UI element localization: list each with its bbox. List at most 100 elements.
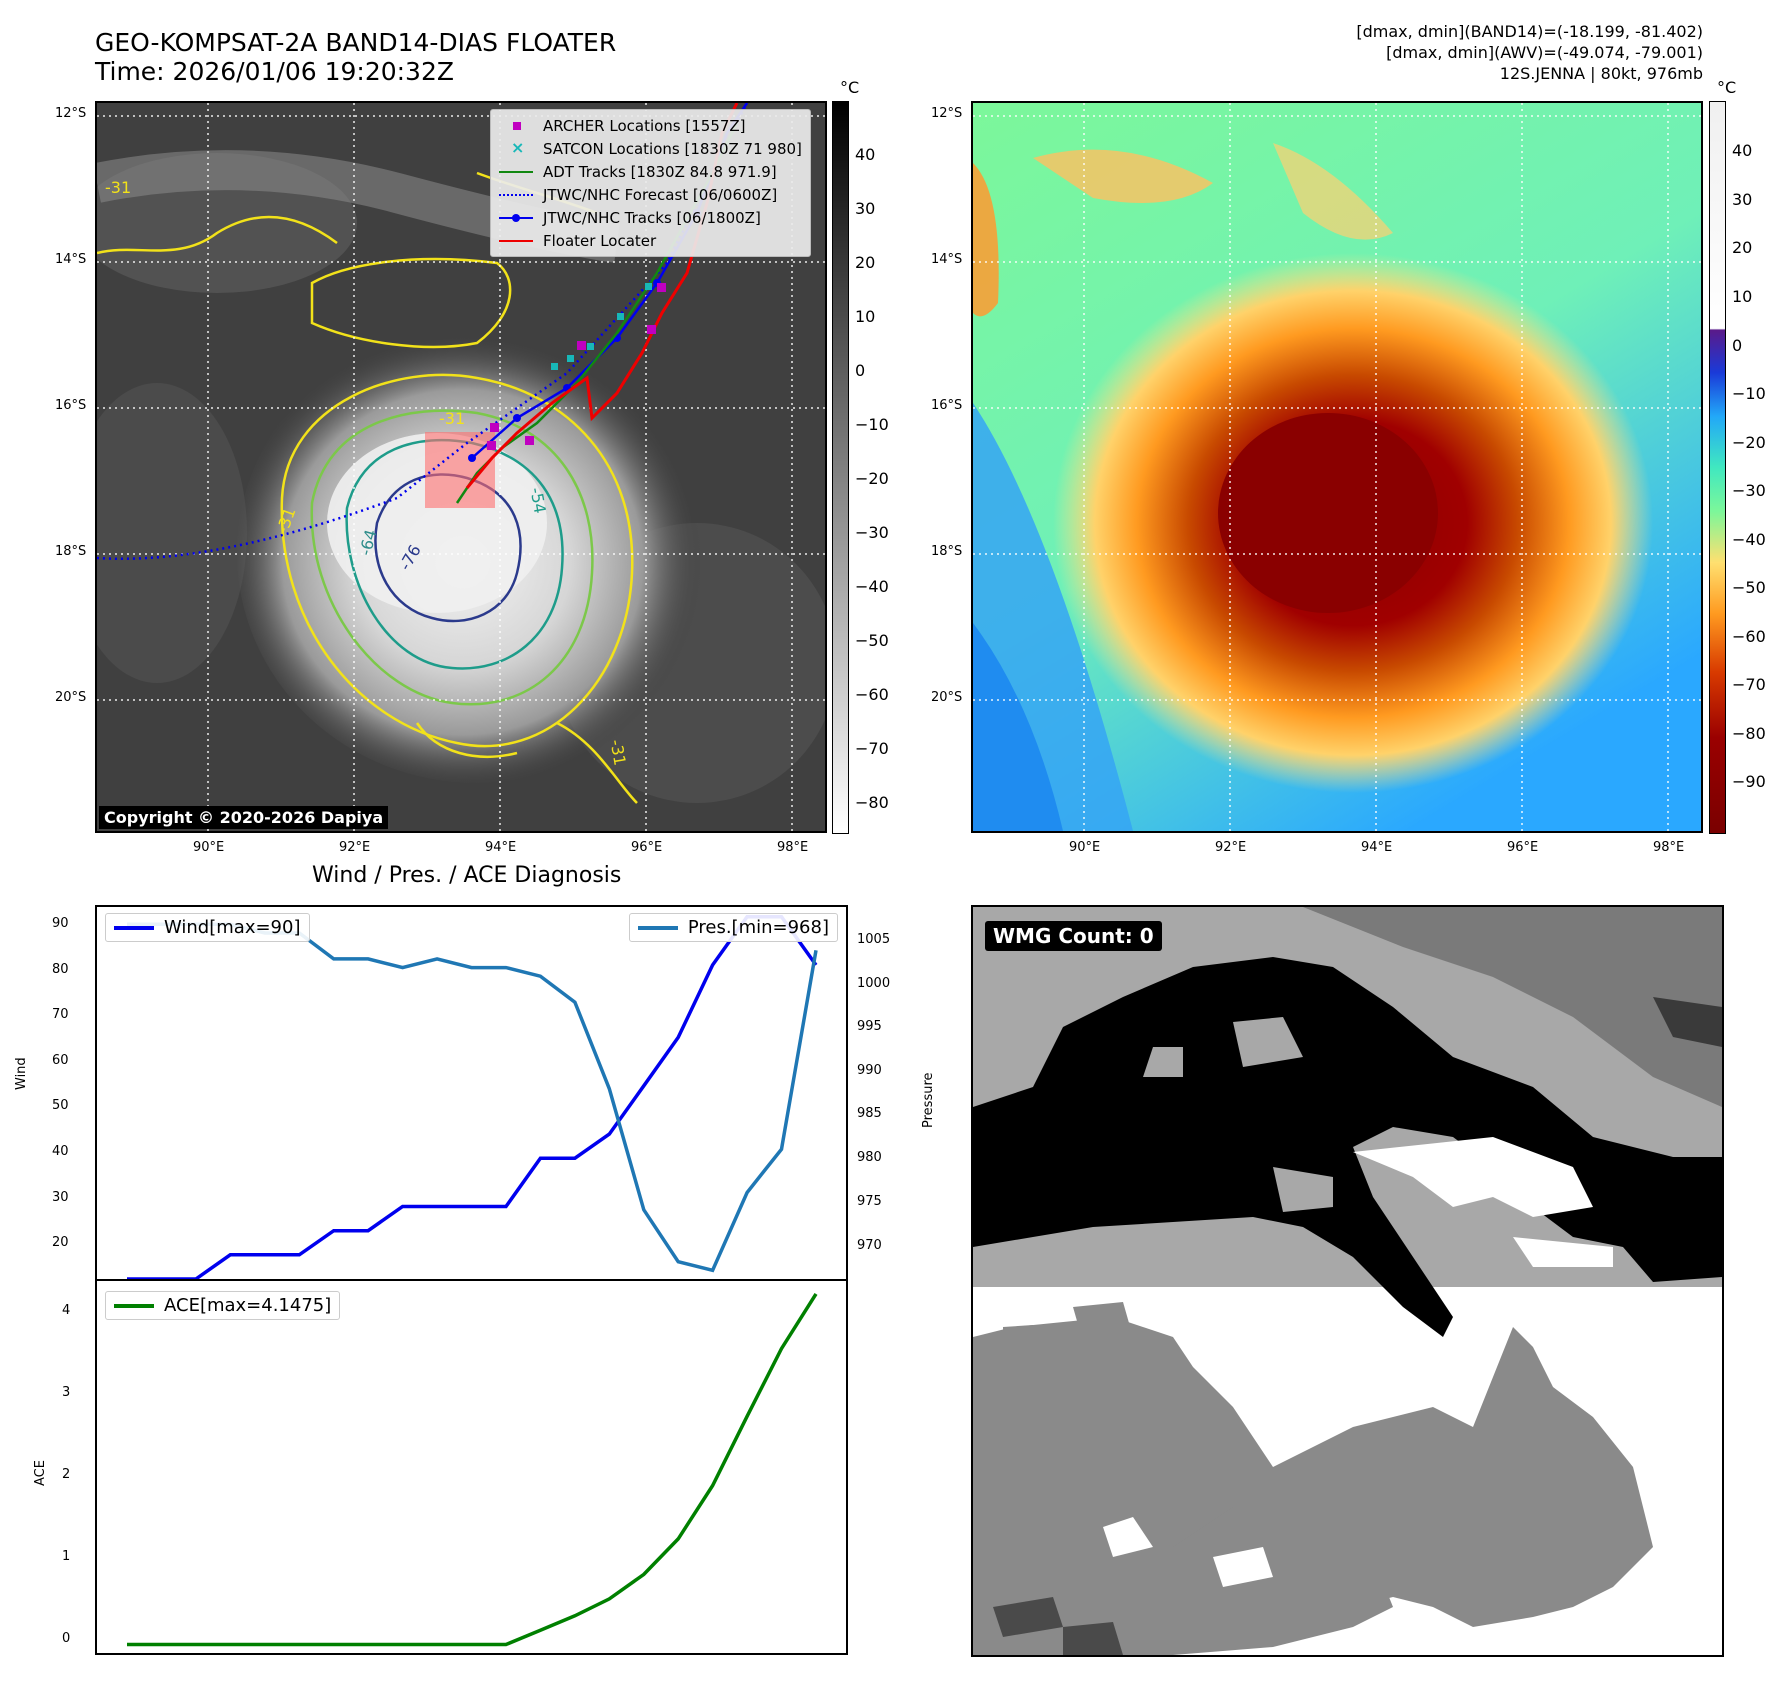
- pressure-legend: Pres.[min=968]: [628, 913, 838, 942]
- pressure-y-tick: 1005: [857, 932, 891, 947]
- info-line1: [dmax, dmin](BAND14)=(-18.199, -81.402): [1356, 22, 1703, 41]
- colorbar-tick: 0: [855, 361, 866, 380]
- contour-label: -31: [105, 178, 132, 197]
- ace-y-tick: 3: [62, 1385, 71, 1400]
- colorbar-tick: 20: [855, 253, 876, 272]
- colorbar-tick: −70: [855, 739, 889, 758]
- map-legend: ARCHER Locations [1557Z] × SATCON Locatio…: [490, 109, 811, 257]
- colorbar-tick: 30: [855, 199, 876, 218]
- lat-tick-label: 20°S: [55, 690, 87, 705]
- wind-y-tick: 20: [52, 1235, 69, 1250]
- colorbar-tick: −80: [855, 793, 889, 812]
- copyright-badge: Copyright © 2020-2026 Dapiya: [99, 806, 389, 829]
- wmg-canvas: [973, 907, 1722, 1655]
- pressure-series-line: [127, 922, 818, 1273]
- contour-label: -31: [439, 409, 466, 428]
- color-colorbar: [1709, 101, 1726, 834]
- pressure-y-tick: 970: [857, 1238, 882, 1253]
- colorbar-unit: °C: [840, 78, 860, 97]
- legend-item-jtwc-tracks: JTWC/NHC Tracks [06/1800Z]: [499, 206, 802, 229]
- ace-y-tick: 2: [62, 1467, 71, 1482]
- wind-y-tick: 70: [52, 1007, 69, 1022]
- legend-item-archer: ARCHER Locations [1557Z]: [499, 114, 802, 137]
- legend-item-satcon: × SATCON Locations [1830Z 71 980]: [511, 137, 802, 158]
- ace-plot: [126, 1292, 818, 1647]
- wind-pressure-plot: [126, 914, 818, 1279]
- lat-tick-label: 18°S: [931, 544, 963, 559]
- wind-pressure-chart: Wind[max=90] Pres.[min=968]: [95, 905, 848, 1281]
- legend-item-adt: ADT Tracks [1830Z 84.8 971.9]: [499, 160, 802, 183]
- colorbar-tick: −90: [1732, 772, 1766, 791]
- wind-legend: Wind[max=90]: [105, 913, 310, 942]
- diagnosis-title: Wind / Pres. / ACE Diagnosis: [312, 863, 622, 888]
- colorbar-tick: −60: [855, 685, 889, 704]
- wind-y-tick: 60: [52, 1053, 69, 1068]
- colorbar-tick: 10: [855, 307, 876, 326]
- colorbar-tick: −40: [1732, 530, 1766, 549]
- wmg-panel: WMG Count: 0: [971, 905, 1724, 1657]
- colorbar-unit: °C: [1717, 78, 1737, 97]
- colorbar-tick: −60: [1732, 627, 1766, 646]
- lon-tick-label: 92°E: [1215, 840, 1247, 855]
- colorbar-tick: −30: [1732, 481, 1766, 500]
- lon-tick-label: 94°E: [1361, 840, 1393, 855]
- lon-tick-label: 98°E: [777, 840, 809, 855]
- lat-tick-label: 14°S: [931, 252, 963, 267]
- ir-grayscale-map: -31 -31 -31 -31 -54 -64 -76 ARCHER Locat…: [95, 101, 827, 833]
- pressure-y-tick: 980: [857, 1150, 882, 1165]
- lat-tick-label: 16°S: [55, 398, 87, 413]
- colorbar-tick: −20: [855, 469, 889, 488]
- colorbar-tick: −80: [1732, 724, 1766, 743]
- solid-line-icon: [499, 239, 533, 242]
- colorbar-tick: −20: [1732, 433, 1766, 452]
- colorbar-tick: −70: [1732, 675, 1766, 694]
- wmg-count-badge: WMG Count: 0: [985, 921, 1162, 951]
- ace-axis-label: ACE: [33, 1460, 48, 1486]
- colorbar-tick: 10: [1732, 287, 1753, 306]
- wind-y-tick: 80: [52, 962, 69, 977]
- lon-tick-label: 92°E: [339, 840, 371, 855]
- wind-y-tick: 50: [52, 1098, 69, 1113]
- line-swatch-icon: [114, 1303, 154, 1308]
- legend-item-floater: Floater Locater: [499, 229, 802, 252]
- lon-tick-label: 96°E: [1507, 840, 1539, 855]
- colorbar-tick: −30: [855, 523, 889, 542]
- ace-series-line: [127, 1292, 818, 1647]
- colorbar-tick: −50: [855, 631, 889, 650]
- colorbar-tick: 40: [1732, 141, 1753, 160]
- lon-tick-label: 94°E: [485, 840, 517, 855]
- legend-item-jtwc-forecast: JTWC/NHC Forecast [06/0600Z]: [499, 183, 802, 206]
- square-marker-icon: [513, 121, 521, 130]
- colorbar-tick: 20: [1732, 238, 1753, 257]
- pressure-y-tick: 990: [857, 1063, 882, 1078]
- wind-y-tick: 40: [52, 1144, 69, 1159]
- lat-tick-label: 20°S: [931, 690, 963, 705]
- lat-tick-label: 12°S: [931, 106, 963, 121]
- lat-tick-label: 18°S: [55, 544, 87, 559]
- ace-legend: ACE[max=4.1475]: [105, 1291, 341, 1320]
- x-marker-icon: ×: [511, 137, 525, 157]
- info-line2: [dmax, dmin](AWV)=(-49.074, -79.001): [1386, 43, 1703, 62]
- chart-title-line2: Time: 2026/01/06 19:20:32Z: [95, 57, 454, 86]
- lon-tick-label: 96°E: [631, 840, 663, 855]
- line-swatch-icon: [114, 925, 154, 930]
- chart-title-line1: GEO-KOMPSAT-2A BAND14-DIAS FLOATER: [95, 28, 617, 57]
- line-swatch-icon: [637, 925, 678, 930]
- lat-tick-label: 16°S: [931, 398, 963, 413]
- wind-y-tick: 90: [52, 916, 69, 931]
- lon-tick-label: 90°E: [193, 840, 225, 855]
- wind-axis-label: Wind: [14, 1057, 29, 1090]
- colorbar-tick: 40: [855, 145, 876, 164]
- ace-y-tick: 1: [62, 1549, 71, 1564]
- lat-tick-label: 12°S: [55, 106, 87, 121]
- pressure-y-tick: 975: [857, 1194, 882, 1209]
- lat-tick-label: 14°S: [55, 252, 87, 267]
- colorbar-tick: 0: [1732, 336, 1743, 355]
- color-map-canvas: [973, 103, 1701, 831]
- lon-tick-label: 98°E: [1653, 840, 1685, 855]
- ace-y-tick: 0: [62, 1631, 71, 1646]
- colorbar-tick: −50: [1732, 578, 1766, 597]
- pressure-y-tick: 1000: [857, 976, 891, 991]
- pressure-y-tick: 995: [857, 1019, 882, 1034]
- ir-color-map: [971, 101, 1703, 833]
